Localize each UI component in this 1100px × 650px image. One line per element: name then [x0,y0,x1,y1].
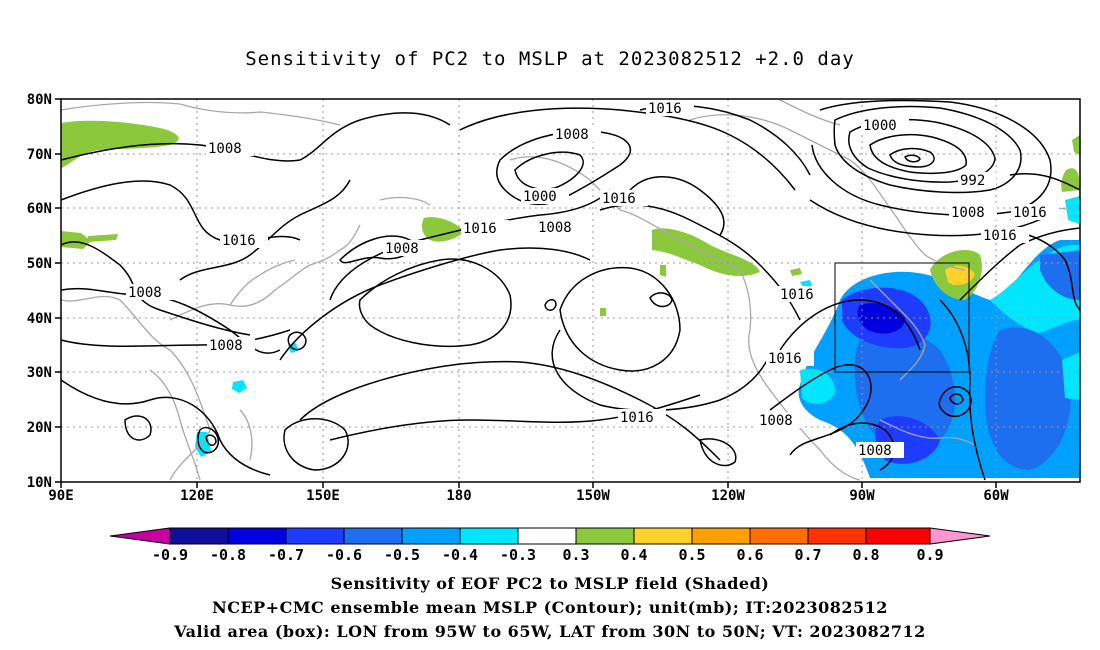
colorbar-label: 0.3 [562,546,589,564]
lon-label: 120E [180,488,214,504]
colorbar-label: -0.8 [210,546,246,564]
contour-label: 1016 [463,221,497,237]
contour-label: 1008 [538,220,572,236]
colorbar-segment [749,527,809,545]
contour-label: 1008 [128,285,162,301]
contour-label: 1000 [523,189,557,205]
colorbar-label: -0.7 [268,546,304,564]
lat-label: 80N [27,92,52,108]
colorbar-label: -0.5 [384,546,420,564]
colorbar-segment [285,527,345,545]
lon-label: 120W [711,488,745,504]
lat-label: 50N [27,256,52,272]
contour-label: 1008 [209,338,243,354]
mslp-contours [60,99,1081,481]
longitude-labels: 90E 120E 150E 180 150W 120W 90W 60W [48,488,1009,504]
lat-label: 20N [27,420,52,436]
lat-label: 30N [27,365,52,381]
valid-area-box [834,262,970,373]
caption-line-3: Valid area (box): LON from 95W to 65W, L… [174,622,926,641]
colorbar-segment [865,527,931,545]
colorbar-label: 0.7 [794,546,821,564]
lon-label: 150E [306,488,340,504]
colorbar-segment [575,527,635,545]
contour-label: 1016 [780,287,814,303]
contour-label: 1016 [620,410,654,426]
contour-label: 1016 [1013,205,1047,221]
colorbar-label: 0.9 [916,546,943,564]
colorbar-segment [633,527,693,545]
contour-label: 1000 [863,118,897,134]
contour-label: 1016 [222,233,256,249]
colorbar-segment [401,527,461,545]
caption-line-1: Sensitivity of EOF PC2 to MSLP field (Sh… [330,574,770,593]
colorbar-segment [169,527,229,545]
lon-label: 60W [983,488,1009,504]
contour-label: 1008 [385,241,419,257]
lat-label: 60N [27,201,52,217]
colorbar-label: -0.6 [326,546,362,564]
lat-label: 10N [27,475,52,491]
contour-label: 992 [960,173,985,189]
colorbar-right-arrow [929,527,991,545]
colorbar-label: 0.8 [852,546,879,564]
colorbar-label: 0.6 [736,546,763,564]
caption-line-2: NCEP+CMC ensemble mean MSLP (Contour); u… [212,598,888,617]
contour-label: 1016 [648,101,682,117]
contour-labels: 1016 1008 1000 992 1008 1016 1016 1008 1… [126,100,1059,459]
lon-label: 90E [48,488,73,504]
colorbar-label: -0.9 [152,546,188,564]
contour-label: 1008 [555,127,589,143]
colorbar [109,527,991,545]
map-title: Sensitivity of PC2 to MSLP at 2023082512… [245,48,855,70]
contour-label: 1008 [759,413,793,429]
contour-label: 1008 [858,443,892,459]
colorbar-label: 0.4 [620,546,647,564]
colorbar-segment [227,527,287,545]
contour-label: 1008 [208,141,242,157]
lat-label: 70N [27,147,52,163]
colorbar-segment [343,527,403,545]
colorbar-labels: -0.9 -0.8 -0.7 -0.6 -0.5 -0.4 -0.3 0.3 0… [152,546,944,564]
colorbar-segment [807,527,867,545]
map-frame [60,98,1081,483]
lat-label: 40N [27,311,52,327]
colorbar-label: -0.4 [442,546,478,564]
lon-label: 150W [576,488,610,504]
contour-label: 1016 [602,191,636,207]
latitude-labels: 80N 70N 60N 50N 40N 30N 20N 10N [27,92,52,491]
lon-label: 180 [446,488,471,504]
contour-label: 1016 [768,351,802,367]
sensitivity-shading [61,120,1080,478]
colorbar-segment [517,527,577,545]
colorbar-segment [459,527,519,545]
colorbar-left-arrow [109,527,171,545]
lon-label: 90W [849,488,875,504]
colorbar-segment [691,527,751,545]
contour-label: 1016 [983,228,1017,244]
contour-label: 1008 [951,205,985,221]
colorbar-label: 0.5 [678,546,705,564]
colorbar-label: -0.3 [500,546,536,564]
